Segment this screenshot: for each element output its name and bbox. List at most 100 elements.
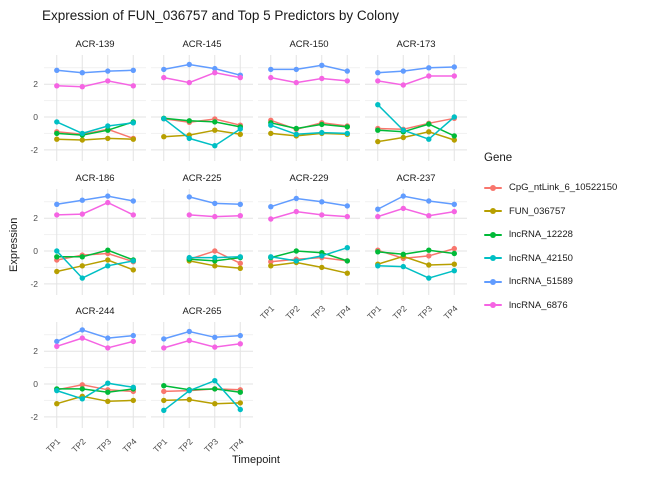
point-lncRNA_51589-TP3 — [105, 193, 111, 199]
line-lncRNA_6876 — [270, 210, 348, 220]
legend-key-dot — [490, 184, 496, 191]
line-lncRNA_51589 — [56, 329, 134, 343]
point-lncRNA_42150-TP2 — [293, 131, 299, 137]
point-FUN_036757-TP4 — [451, 261, 457, 267]
point-lncRNA_6876-TP4 — [344, 213, 350, 220]
x-tick-label: TP3 — [202, 436, 220, 454]
point-lncRNA_6876-TP3 — [319, 75, 325, 82]
point-lncRNA_6876-TP3 — [212, 344, 218, 350]
point-CpG_ntLink_6_10522150-TP4 — [237, 260, 243, 266]
point-lncRNA_42150-TP3 — [105, 263, 111, 269]
point-lncRNA_42150-TP1 — [268, 122, 274, 128]
point-lncRNA_42150-TP2 — [79, 275, 86, 281]
point-lncRNA_12228-TP3 — [319, 121, 325, 128]
chart-title: Expression of FUN_036757 and Top 5 Predi… — [42, 8, 399, 23]
point-lncRNA_42150-TP4 — [237, 254, 243, 260]
point-lncRNA_42150-TP4 — [451, 114, 457, 120]
point-lncRNA_51589-TP2 — [186, 194, 192, 200]
point-lncRNA_51589-TP2 — [186, 328, 192, 335]
point-lncRNA_42150-TP4 — [130, 384, 136, 390]
point-lncRNA_51589-TP2 — [79, 70, 86, 76]
line-lncRNA_6876 — [377, 207, 455, 218]
line-lncRNA_12228 — [163, 384, 241, 393]
point-FUN_036757-TP4 — [237, 400, 243, 406]
point-lncRNA_12228-TP2 — [293, 248, 299, 254]
point-FUN_036757-TP3 — [105, 257, 111, 263]
line-lncRNA_12228 — [56, 121, 134, 136]
point-FUN_036757-TP4 — [130, 136, 136, 142]
point-FUN_036757-TP1 — [54, 268, 60, 275]
point-lncRNA_6876-TP4 — [344, 78, 350, 84]
point-lncRNA_51589-TP1 — [375, 206, 381, 212]
point-FUN_036757-TP4 — [130, 397, 136, 404]
point-FUN_036757-TP3 — [212, 401, 218, 407]
line-FUN_036757 — [56, 395, 134, 405]
line-lncRNA_6876 — [377, 75, 455, 86]
point-lncRNA_6876-TP1 — [54, 343, 60, 349]
facet-ACR-186: ACR-186 2 0 -2 — [30, 173, 146, 295]
facet-title: ACR-186 — [75, 173, 114, 184]
point-FUN_036757-TP2 — [79, 263, 86, 269]
x-tick-label: TP1 — [151, 436, 169, 454]
point-lncRNA_12228-TP3 — [212, 386, 218, 392]
point-lncRNA_51589-TP4 — [237, 332, 243, 339]
point-CpG_ntLink_6_10522150-TP2 — [79, 382, 86, 388]
point-lncRNA_42150-TP4 — [130, 120, 136, 126]
point-lncRNA_51589-TP1 — [161, 66, 167, 73]
point-lncRNA_42150-TP2 — [400, 127, 406, 133]
point-FUN_036757-TP3 — [212, 263, 218, 269]
x-tick-label: TP4 — [228, 436, 246, 454]
x-tick-label: TP4 — [335, 303, 353, 321]
x-tick-label: TP3 — [309, 303, 327, 321]
point-lncRNA_6876-TP3 — [212, 70, 218, 76]
point-FUN_036757-TP1 — [54, 136, 60, 142]
point-lncRNA_42150-TP4 — [344, 245, 350, 251]
point-lncRNA_42150-TP1 — [375, 263, 381, 269]
facet-title: ACR-229 — [289, 173, 328, 184]
legend-entry-label: CpG_ntLink_6_10522150 — [509, 182, 618, 194]
point-FUN_036757-TP3 — [426, 262, 432, 268]
point-lncRNA_42150-TP2 — [293, 258, 299, 264]
facet-title: ACR-139 — [75, 39, 114, 50]
point-FUN_036757-TP1 — [268, 130, 274, 137]
legend-key-dot — [490, 208, 496, 215]
point-lncRNA_51589-TP1 — [54, 338, 60, 345]
point-lncRNA_6876-TP4 — [451, 73, 457, 79]
point-lncRNA_51589-TP4 — [130, 198, 136, 204]
line-lncRNA_51589 — [163, 330, 241, 340]
point-lncRNA_42150-TP3 — [212, 378, 218, 384]
legend-key-dot — [490, 278, 496, 285]
point-lncRNA_51589-TP2 — [293, 195, 299, 202]
line-lncRNA_12228 — [377, 249, 455, 256]
facet-ACR-150: ACR-150 — [258, 39, 360, 161]
line-lncRNA_12228 — [270, 250, 348, 262]
point-lncRNA_6876-TP2 — [186, 337, 192, 344]
point-FUN_036757-TP2 — [400, 134, 406, 141]
point-lncRNA_42150-TP3 — [105, 123, 111, 129]
point-lncRNA_12228-TP3 — [105, 389, 111, 395]
y-tick-label: 2 — [33, 79, 38, 89]
y-tick-label: 2 — [33, 213, 38, 223]
line-lncRNA_42150 — [270, 246, 348, 262]
point-lncRNA_42150-TP2 — [186, 254, 192, 261]
line-lncRNA_51589 — [163, 63, 241, 76]
point-lncRNA_6876-TP1 — [375, 78, 381, 84]
line-lncRNA_12228 — [377, 123, 455, 137]
point-FUN_036757-TP1 — [375, 138, 381, 145]
line-lncRNA_6876 — [163, 339, 241, 349]
line-lncRNA_51589 — [270, 197, 348, 208]
point-lncRNA_42150-TP4 — [237, 406, 243, 413]
point-lncRNA_42150-TP3 — [426, 275, 432, 281]
point-lncRNA_42150-TP2 — [79, 396, 86, 402]
point-lncRNA_12228-TP3 — [105, 247, 111, 253]
point-lncRNA_6876-TP4 — [237, 74, 243, 81]
point-lncRNA_6876-TP3 — [105, 78, 111, 84]
point-lncRNA_6876-TP2 — [79, 211, 86, 217]
point-FUN_036757-TP4 — [237, 131, 243, 137]
point-lncRNA_42150-TP3 — [319, 129, 325, 136]
point-lncRNA_51589-TP3 — [319, 199, 325, 205]
x-tick-label: TP2 — [70, 436, 88, 454]
line-lncRNA_42150 — [56, 250, 134, 280]
point-lncRNA_42150-TP1 — [268, 254, 274, 260]
